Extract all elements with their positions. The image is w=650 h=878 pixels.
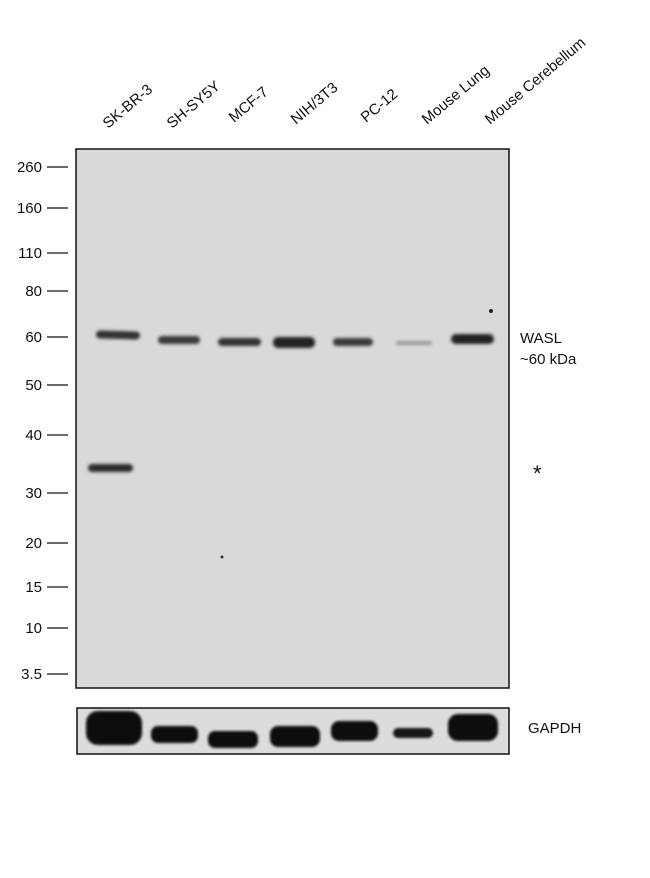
band [451,334,494,344]
marker-label: 30 [25,485,42,502]
lane-label: Mouse Cerebellum [482,34,589,128]
lane-label: SK-BR-3 [100,81,156,132]
marker-label: 160 [17,200,42,217]
nonspecific-label: * [533,461,542,486]
band [158,336,200,344]
band [208,731,258,748]
band [396,341,432,345]
band [333,338,373,346]
marker-label: 15 [25,579,42,596]
marker-label: 10 [25,620,42,637]
band [270,726,320,747]
wasl-bands [88,330,494,472]
band [393,728,433,738]
lane-label: MCF-7 [226,84,272,126]
lane-label: SH-SY5Y [164,78,224,132]
band [88,464,133,472]
band [273,337,315,348]
band [86,711,142,745]
band [331,721,378,741]
marker-label: 60 [25,329,42,346]
speck [489,309,493,313]
lane-label: NIH/3T3 [288,79,342,128]
lane-label: Mouse Lung [419,62,493,128]
marker-label: 40 [25,427,42,444]
speck [220,555,224,559]
marker-label: 80 [25,283,42,300]
size-label: ~60 kDa [520,351,577,368]
marker-label: 260 [17,159,42,176]
marker-label: 50 [25,377,42,394]
target-label: WASL [520,330,562,347]
band [448,714,498,741]
band [151,726,198,743]
loading-control-label: GAPDH [528,720,581,737]
band [218,338,261,346]
lane-label: PC-12 [358,86,402,126]
gapdh-bands [86,711,498,748]
marker-label: 20 [25,535,42,552]
band [96,330,140,340]
marker-label: 110 [18,245,42,262]
marker-label: 3.5 [21,666,42,683]
main-blot [75,148,510,689]
